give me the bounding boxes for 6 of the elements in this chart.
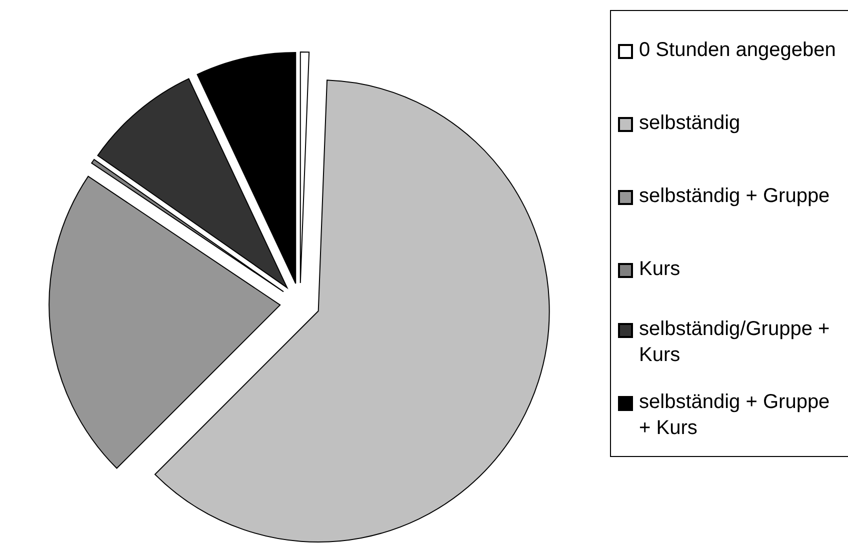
legend-label: selbständig + Gruppe: [639, 184, 831, 208]
legend-label: selbständig/Gruppe + Kurs: [639, 316, 831, 368]
legend-label: selbständig + Gruppe + Kurs: [639, 390, 831, 440]
legend-label: 0 Stunden angegeben: [639, 38, 837, 62]
legend-label: Kurs: [639, 256, 682, 282]
legend-label: selbständig: [639, 110, 742, 136]
